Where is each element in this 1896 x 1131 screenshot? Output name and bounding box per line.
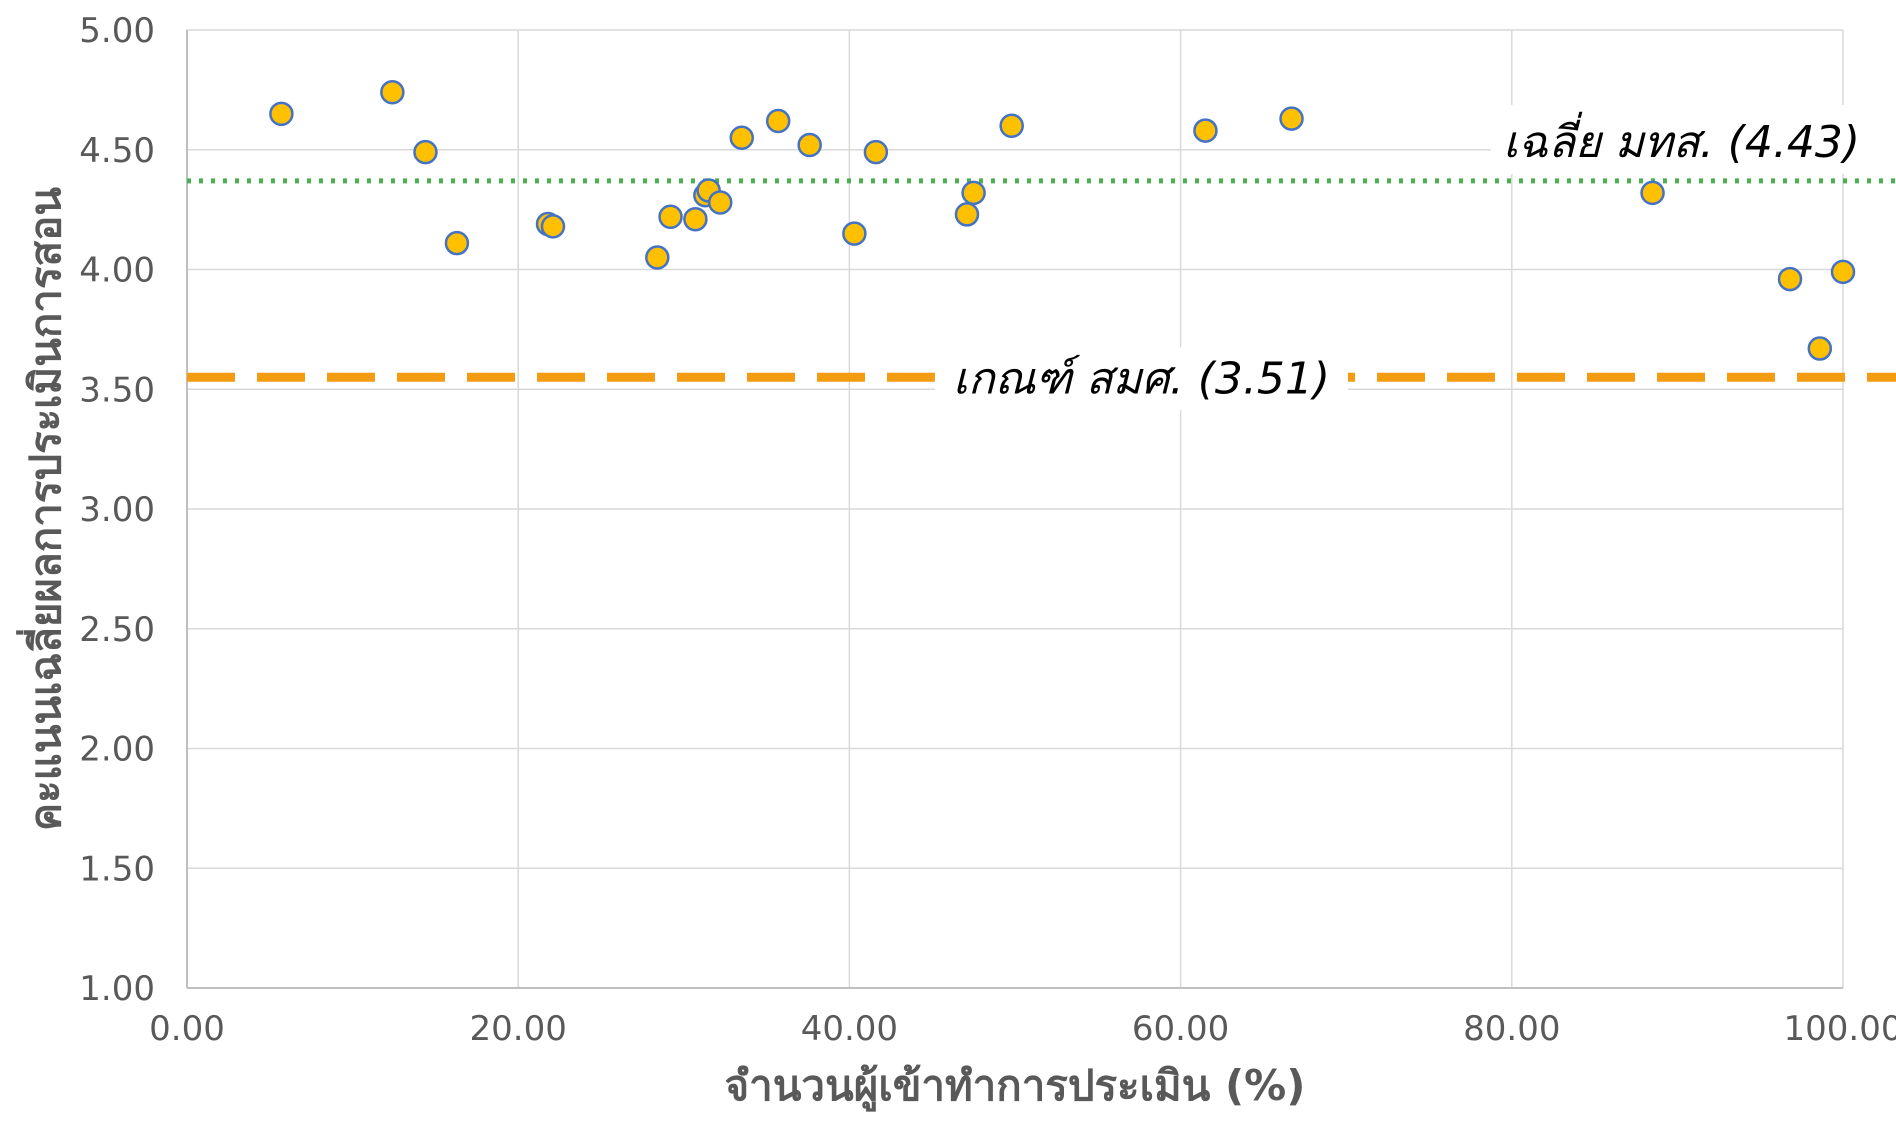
data-point: [1777, 266, 1803, 292]
data-point: [1279, 106, 1304, 131]
data-point: [707, 190, 733, 215]
data-point: [540, 214, 566, 239]
y-axis-title: คะแนนเฉลี่ยผลการประเมินการสอน: [16, 187, 70, 831]
data-point: [863, 139, 889, 165]
data-point: [1640, 180, 1665, 206]
data-points: [269, 80, 1856, 361]
data-point: [444, 230, 470, 256]
y-tick-label: 3.00: [79, 490, 155, 530]
data-point: [765, 108, 791, 134]
y-tick-label: 4.50: [79, 131, 155, 171]
data-point: [1830, 259, 1856, 285]
data-point: [842, 221, 867, 246]
x-axis-title: จำนวนผู้เข้าทำการประเมิน (%): [725, 1061, 1306, 1112]
data-point: [961, 180, 986, 206]
x-tick-label: 40.00: [801, 1009, 898, 1049]
data-point: [729, 125, 755, 151]
reference-label-background: [1491, 104, 1872, 174]
y-tick-label: 1.00: [79, 969, 155, 1009]
x-tick-label: 0.00: [149, 1009, 225, 1049]
data-point: [1807, 336, 1833, 361]
reference-label-background: [934, 347, 1348, 411]
data-point: [683, 206, 708, 232]
reference-line-label: เกณฑ์ สมศ. (3.51): [953, 353, 1330, 404]
y-tick-label: 5.00: [79, 11, 155, 51]
data-point: [797, 132, 822, 158]
data-point: [658, 204, 683, 230]
axes: [186, 30, 1843, 989]
reference-line-label: เฉลี่ย มทส. (4.43): [1503, 111, 1860, 168]
y-tick-label: 2.00: [79, 730, 155, 770]
data-point: [413, 139, 438, 165]
reference-lines: เฉลี่ย มทส. (4.43) เกณฑ์ สมศ. (3.51): [187, 104, 1896, 411]
data-point: [645, 245, 670, 270]
x-tick-label: 20.00: [470, 1009, 567, 1049]
y-tick-label: 3.50: [79, 370, 155, 410]
data-point: [380, 80, 405, 105]
data-point: [1193, 118, 1218, 143]
y-tick-label: 4.00: [79, 251, 155, 291]
data-point: [954, 202, 980, 227]
y-tick-label: 2.50: [79, 610, 155, 650]
y-tick-label: 1.50: [79, 849, 155, 889]
data-point: [269, 101, 294, 127]
tick-labels: 0.00 20.00 40.00 60.00 80.00 100.00 1.00 1.50 2.…: [79, 11, 1896, 1049]
x-tick-label: 60.00: [1132, 1009, 1229, 1049]
x-tick-label: 80.00: [1463, 1009, 1560, 1049]
x-tick-label: 100.00: [1784, 1009, 1896, 1049]
data-point: [999, 113, 1024, 139]
